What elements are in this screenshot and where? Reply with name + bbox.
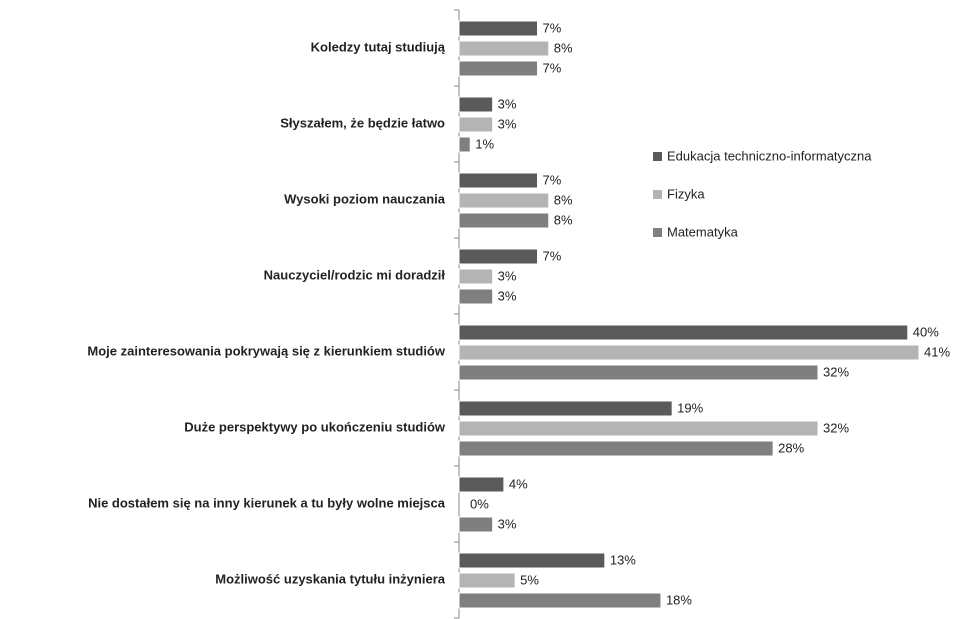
value-label: 3% [498,516,517,531]
category-label: Słyszałem, że będzie łatwo [280,115,445,130]
value-label: 8% [554,40,573,55]
value-label: 7% [543,248,562,263]
bar [458,440,774,457]
value-label: 7% [543,60,562,75]
value-label: 5% [520,572,539,587]
bar [458,60,539,77]
value-label: 32% [823,364,849,379]
category-label: Nauczyciel/rodzic mi doradził [264,267,446,282]
value-label: 7% [543,172,562,187]
value-label: 3% [498,116,517,131]
legend-swatch [653,190,662,199]
bar [458,172,539,189]
value-label: 3% [498,268,517,283]
legend-label: Fizyka [667,186,705,201]
bar [458,572,516,589]
legend-swatch [653,228,662,237]
bar [458,324,909,341]
value-label: 8% [554,212,573,227]
bar [458,420,819,437]
value-label: 32% [823,420,849,435]
value-label: 4% [509,476,528,491]
legend-swatch [653,152,662,161]
value-label: 0% [470,496,489,511]
bar [458,20,539,37]
bar [458,192,550,209]
bar [458,592,662,609]
bar [458,364,819,381]
value-label: 7% [543,20,562,35]
value-label: 28% [778,440,804,455]
bar [458,136,471,153]
value-label: 1% [475,136,494,151]
value-label: 13% [610,552,636,567]
value-label: 3% [498,288,517,303]
bar [458,400,673,417]
bar [458,212,550,229]
bar [458,516,494,533]
category-label: Wysoki poziom nauczania [284,191,446,206]
category-label: Koledzy tutaj studiują [311,39,446,54]
value-label: 18% [666,592,692,607]
category-label: Możliwość uzyskania tytułu inżyniera [215,571,445,586]
value-label: 19% [677,400,703,415]
value-label: 3% [498,96,517,111]
category-label: Duże perspektywy po ukończeniu studiów [184,419,446,434]
bar [458,96,494,113]
legend-label: Edukacja techniczno-informatyczna [667,148,872,163]
bar [458,476,505,493]
value-label: 40% [913,324,939,339]
value-label: 41% [924,344,950,359]
bar [458,40,550,57]
legend-label: Matematyka [667,224,739,239]
bar [458,288,494,305]
category-label: Nie dostałem się na inny kierunek a tu b… [88,495,446,510]
bar [458,248,539,265]
value-label: 8% [554,192,573,207]
bar [458,552,606,569]
bar [458,268,494,285]
bar [458,344,920,361]
bar [458,116,494,133]
category-label: Moje zainteresowania pokrywają się z kie… [87,343,446,358]
